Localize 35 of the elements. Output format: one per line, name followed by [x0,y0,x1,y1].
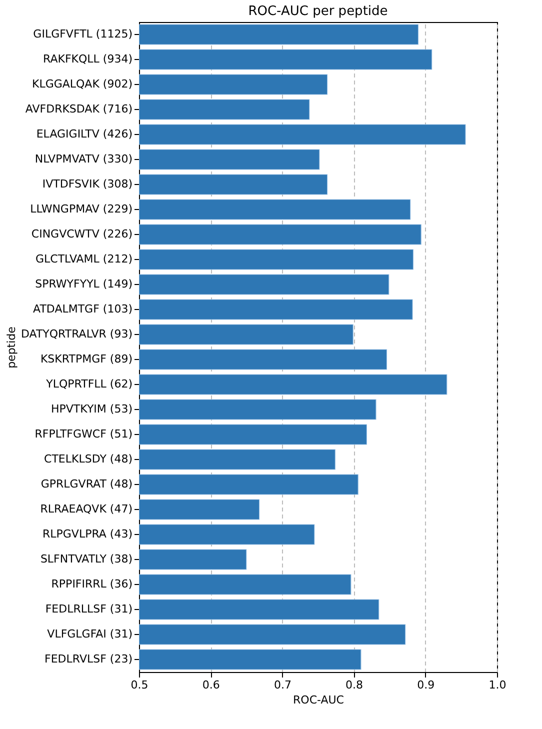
y-tick-label: AVFDRKSDAK (716) [25,102,132,116]
y-tick-label: YLQPRTFLL (62) [45,378,132,390]
y-tick-label: KSKRTPMGF (89) [40,352,132,366]
x-tick-label: 1.0 [488,678,506,692]
x-tick-label: 0.5 [130,678,148,692]
y-tick-label: LLWNGPMAV (229) [30,202,132,216]
y-tick-label: ELAGIGILTV (426) [36,128,132,140]
y-tick-label: HPVTKYIM (53) [50,402,132,416]
y-tick-label: FEDLRLLSF (31) [45,602,132,616]
y-tick-label: GILGFVFTL (1125) [33,28,132,40]
y-tick-label: RLRAEAQVK (47) [40,502,132,516]
y-tick-label: DATYQRTRALVR (93) [21,328,132,340]
x-tick-label: 0.6 [202,678,220,692]
x-tick-label: 0.8 [346,678,364,692]
y-tick-label: IVTDFSVIK (308) [42,178,132,190]
y-tick-label: RPPIFIRRL (36) [51,578,132,590]
x-tick-label: 0.9 [417,678,435,692]
y-tick-label: SPRWYFYYL (149) [35,278,132,290]
y-tick-label: SLFNTVATLY (38) [40,552,132,566]
y-tick-label: VLFGLGFAI (31) [47,628,132,640]
y-tick-label: GLCTLVAML (212) [35,252,132,266]
y-tick-label: NLVPMVATV (330) [34,152,132,166]
y-axis-title: peptide [5,326,18,368]
y-tick-label: ATDALMTGF (103) [33,302,132,316]
y-tick-label: FEDLRVLSF (23) [44,652,132,666]
y-tick-label: KLGGALQAK (902) [32,78,132,90]
chart-title: ROC-AUC per peptide [248,4,388,19]
x-axis-title: ROC-AUC [293,694,344,706]
y-tick-label: RLPGVLPRA (43) [42,528,132,540]
y-tick-label: RAKFKQLL (934) [43,52,132,66]
y-tick-label: CTELKLSDY (48) [44,452,132,466]
y-tick-label: CINGVCWTV (226) [31,228,132,240]
y-tick-label: RFPLTFGWCF (51) [34,428,132,440]
x-tick-label: 0.7 [274,678,292,692]
y-tick-label: GPRLGVRAT (48) [40,478,132,490]
